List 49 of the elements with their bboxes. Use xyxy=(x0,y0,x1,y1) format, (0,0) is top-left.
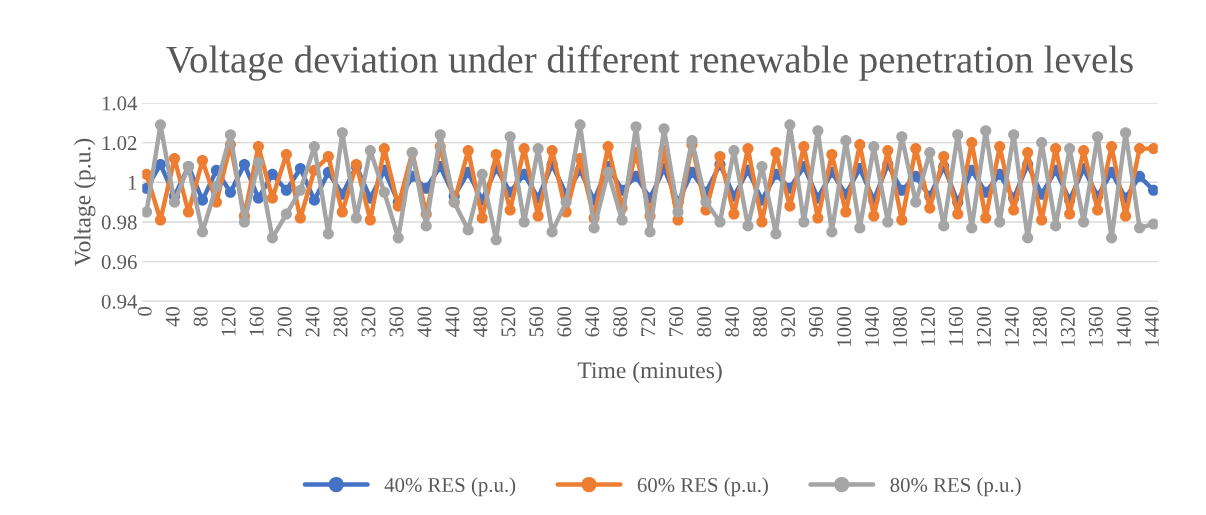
x-tick-label: 1320 xyxy=(1060,306,1075,346)
x-tick-label: 320 xyxy=(361,306,376,337)
x-tick-label: 840 xyxy=(725,306,740,337)
x-tick-label: 40 xyxy=(165,306,180,327)
x-tick-label: 1160 xyxy=(948,306,963,346)
legend-label: 40% RES (p.u.) xyxy=(384,477,516,497)
x-tick-label: 280 xyxy=(333,306,348,337)
x-tick-label: 1400 xyxy=(1116,306,1131,346)
x-tick-label: 480 xyxy=(473,306,488,337)
x-tick-label: 80 xyxy=(193,306,208,327)
x-tick-label: 680 xyxy=(613,306,628,337)
x-tick-label: 1080 xyxy=(892,306,908,346)
x-tick-label: 240 xyxy=(305,306,320,337)
x-tick-label: 800 xyxy=(697,306,712,337)
y-axis-title: Voltage (p.u.) xyxy=(73,138,96,267)
chart-title: Voltage deviation under different renewable penetration levels xyxy=(166,45,1133,81)
x-tick-label: 1440 xyxy=(1144,306,1159,346)
legend-label: 80% RES (p.u.) xyxy=(890,477,1021,497)
x-tick-label: 1280 xyxy=(1032,306,1047,346)
x-tick-label: 400 xyxy=(417,306,432,337)
x-axis-title: Time (minutes) xyxy=(577,361,722,384)
legend-label: 60% RES (p.u.) xyxy=(637,477,768,497)
y-tick-label: 1.04 xyxy=(102,96,138,111)
x-tick-label: 1200 xyxy=(976,306,991,346)
x-tick-label: 560 xyxy=(529,306,544,337)
x-tick-label: 760 xyxy=(669,306,684,337)
y-tick-label: 0.96 xyxy=(101,254,137,270)
x-tick-label: 360 xyxy=(389,306,404,337)
x-tick-label: 1240 xyxy=(1004,306,1019,346)
x-tick-label: 520 xyxy=(501,306,516,337)
x-tick-label: 1360 xyxy=(1088,306,1103,346)
x-tick-label: 200 xyxy=(277,306,292,337)
x-tick-label: 1000 xyxy=(837,306,852,346)
x-tick-label: 1120 xyxy=(920,306,935,346)
x-tick-label: 440 xyxy=(445,306,460,337)
x-tick-label: 640 xyxy=(585,306,600,337)
x-tick-label: 880 xyxy=(753,306,768,337)
y-tick-label: 1 xyxy=(128,175,137,190)
y-tick-label: 0.98 xyxy=(101,215,137,230)
x-tick-label: 600 xyxy=(557,306,572,337)
x-tick-label: 0 xyxy=(137,306,152,316)
x-tick-label: 120 xyxy=(221,306,236,336)
x-tick-label: 960 xyxy=(809,306,824,337)
x-tick-label: 1040 xyxy=(864,306,880,346)
x-tick-label: 720 xyxy=(641,306,656,337)
y-tick-label: 0.94 xyxy=(101,294,138,309)
y-tick-label: 1.02 xyxy=(102,136,137,151)
x-tick-label: 160 xyxy=(249,306,264,336)
x-tick-label: 920 xyxy=(781,306,796,337)
